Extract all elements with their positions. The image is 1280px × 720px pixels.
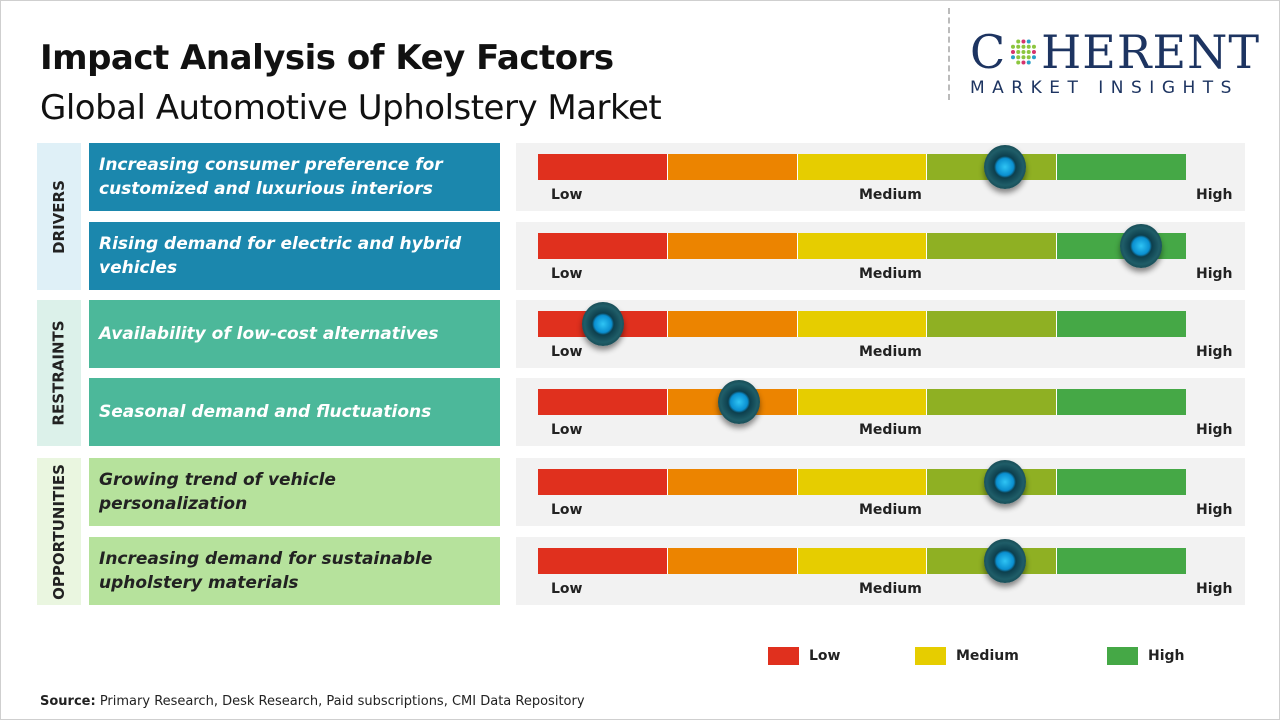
scale-high-label: High bbox=[1196, 344, 1233, 360]
gauge-segment bbox=[1057, 469, 1186, 495]
scale-low-label: Low bbox=[551, 266, 583, 282]
category-label-opportunities: OPPORTUNITIES bbox=[37, 458, 81, 605]
scale-low-label: Low bbox=[551, 344, 583, 360]
impact-marker-knob bbox=[983, 539, 1026, 583]
gauge-segment bbox=[667, 469, 798, 495]
gauge-segment bbox=[927, 389, 1058, 415]
scale-high-label: High bbox=[1196, 266, 1233, 282]
gauge-segment bbox=[538, 233, 668, 259]
logo-divider bbox=[948, 8, 950, 100]
source-note: Source: Primary Research, Desk Research,… bbox=[40, 694, 585, 709]
gauge-segment bbox=[797, 548, 928, 574]
scale-medium-label: Medium bbox=[859, 422, 922, 438]
scale-medium-label: Medium bbox=[859, 266, 922, 282]
page-title: Impact Analysis of Key Factors bbox=[40, 38, 614, 78]
gauge-segment bbox=[538, 548, 668, 574]
category-label-restraints: RESTRAINTS bbox=[37, 300, 81, 446]
scale-low-label: Low bbox=[551, 422, 583, 438]
factor-text: Increasing demand for sustainable uphols… bbox=[99, 549, 433, 593]
gauge-segment bbox=[797, 154, 928, 180]
impact-gauge: Low Medium High bbox=[516, 537, 1245, 605]
scale-medium-label: Medium bbox=[859, 344, 922, 360]
logo: C HERENT MARKET INSIGHTS bbox=[970, 28, 1260, 98]
gauge-bar bbox=[538, 154, 1186, 180]
category-label-drivers: DRIVERS bbox=[37, 143, 81, 290]
factor-box: Availability of low-cost alternatives bbox=[89, 300, 500, 368]
factor-text: Growing trend of vehicle personalization bbox=[99, 470, 336, 514]
factor-text: Availability of low-cost alternatives bbox=[99, 324, 439, 344]
gauge-segment bbox=[538, 154, 668, 180]
impact-gauge: Low Medium High bbox=[516, 222, 1245, 290]
scale-medium-label: Medium bbox=[859, 502, 922, 518]
factor-box: Seasonal demand and fluctuations bbox=[89, 378, 500, 446]
gauge-segment bbox=[667, 154, 798, 180]
scale-low-label: Low bbox=[551, 581, 583, 597]
logo-main: C HERENT bbox=[970, 25, 1260, 79]
gauge-segment bbox=[538, 389, 668, 415]
impact-marker-knob bbox=[1119, 224, 1162, 268]
factor-box: Increasing demand for sustainable uphols… bbox=[89, 537, 500, 605]
gauge-segment bbox=[797, 469, 928, 495]
gauge-segment bbox=[1057, 548, 1186, 574]
page-subtitle: Global Automotive Upholstery Market bbox=[40, 88, 662, 128]
factor-box: Growing trend of vehicle personalization bbox=[89, 458, 500, 526]
gauge-segment bbox=[927, 233, 1058, 259]
legend-medium: Medium bbox=[915, 647, 1019, 665]
factor-box: Increasing consumer preference for custo… bbox=[89, 143, 500, 211]
gauge-segment bbox=[927, 311, 1058, 337]
gauge-bar bbox=[538, 233, 1186, 259]
legend-swatch bbox=[915, 647, 946, 665]
scale-high-label: High bbox=[1196, 502, 1233, 518]
impact-marker-knob bbox=[983, 460, 1026, 504]
impact-gauge: Low Medium High bbox=[516, 378, 1245, 446]
impact-gauge: Low Medium High bbox=[516, 300, 1245, 368]
gauge-bar bbox=[538, 389, 1186, 415]
legend-swatch bbox=[1107, 647, 1138, 665]
scale-low-label: Low bbox=[551, 502, 583, 518]
scale-medium-label: Medium bbox=[859, 187, 922, 203]
scale-medium-label: Medium bbox=[859, 581, 922, 597]
scale-high-label: High bbox=[1196, 581, 1233, 597]
factor-box: Rising demand for electric and hybrid ve… bbox=[89, 222, 500, 290]
globe-dots-icon bbox=[1011, 39, 1037, 65]
gauge-segment bbox=[667, 548, 798, 574]
gauge-segment bbox=[797, 389, 928, 415]
gauge-segment bbox=[538, 469, 668, 495]
impact-gauge: Low Medium High bbox=[516, 143, 1245, 211]
gauge-segment bbox=[797, 233, 928, 259]
gauge-segment bbox=[1057, 311, 1186, 337]
gauge-segment bbox=[667, 311, 798, 337]
factor-text: Seasonal demand and fluctuations bbox=[99, 402, 432, 422]
gauge-segment bbox=[1057, 389, 1186, 415]
legend-high: High bbox=[1107, 647, 1185, 665]
legend-low: Low bbox=[768, 647, 840, 665]
logo-sub: MARKET INSIGHTS bbox=[970, 78, 1239, 98]
gauge-segment bbox=[1057, 154, 1186, 180]
scale-high-label: High bbox=[1196, 187, 1233, 203]
scale-high-label: High bbox=[1196, 422, 1233, 438]
factor-text: Increasing consumer preference for custo… bbox=[99, 155, 443, 199]
gauge-bar bbox=[538, 548, 1186, 574]
impact-gauge: Low Medium High bbox=[516, 458, 1245, 526]
factor-text: Rising demand for electric and hybrid ve… bbox=[99, 234, 462, 278]
gauge-bar bbox=[538, 311, 1186, 337]
scale-low-label: Low bbox=[551, 187, 583, 203]
gauge-segment bbox=[667, 233, 798, 259]
legend-swatch bbox=[768, 647, 799, 665]
impact-marker-knob bbox=[983, 145, 1026, 189]
gauge-segment bbox=[797, 311, 928, 337]
impact-marker-knob bbox=[581, 302, 624, 346]
impact-marker-knob bbox=[717, 380, 760, 424]
gauge-bar bbox=[538, 469, 1186, 495]
